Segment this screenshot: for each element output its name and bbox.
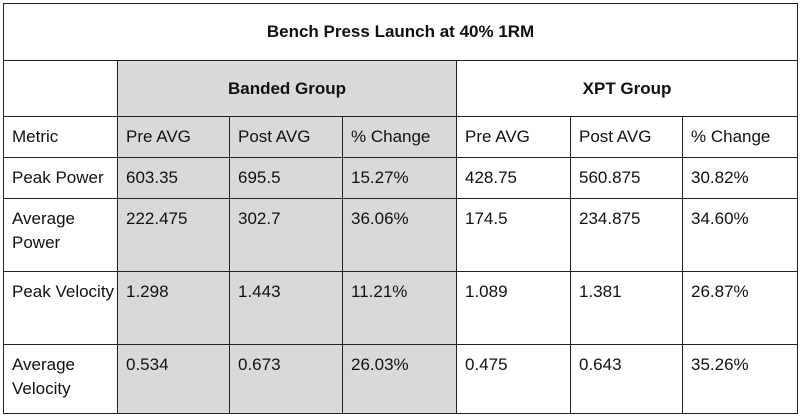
table-cell: 11.21% bbox=[342, 271, 457, 345]
table-row: Peak Velocity 1.298 1.443 11.21% 1.089 1… bbox=[3, 271, 799, 345]
column-header: Post AVG bbox=[570, 116, 683, 158]
column-header: % Change bbox=[681, 116, 799, 158]
table-cell: 15.27% bbox=[342, 157, 457, 199]
table-cell: 603.35 bbox=[117, 157, 230, 199]
table-container: Bench Press Launch at 40% 1RM Banded Gro… bbox=[2, 3, 799, 414]
table-cell: 560.875 bbox=[570, 157, 683, 199]
table-cell: 36.06% bbox=[342, 198, 457, 272]
row-label: Average Power bbox=[3, 198, 118, 272]
column-header: % Change bbox=[342, 116, 457, 158]
table-cell: 26.87% bbox=[681, 271, 799, 345]
table-cell: 35.26% bbox=[681, 344, 799, 414]
column-header: Metric bbox=[3, 116, 118, 158]
group-header-banded: Banded Group bbox=[117, 60, 457, 117]
table-cell: 1.089 bbox=[456, 271, 571, 345]
table-cell: 0.673 bbox=[229, 344, 343, 414]
row-label: Average Velocity bbox=[3, 344, 118, 414]
table-cell: 1.298 bbox=[117, 271, 230, 345]
table-cell: 1.443 bbox=[229, 271, 343, 345]
table-cell: 695.5 bbox=[229, 157, 343, 199]
table-cell: 0.643 bbox=[570, 344, 683, 414]
table-cell: 0.534 bbox=[117, 344, 230, 414]
table-cell: 234.875 bbox=[570, 198, 683, 272]
group-header-xpt: XPT Group bbox=[455, 60, 799, 117]
row-label: Peak Power bbox=[3, 157, 118, 199]
column-header: Post AVG bbox=[229, 116, 343, 158]
table-cell: 26.03% bbox=[342, 344, 457, 414]
results-table: Bench Press Launch at 40% 1RM Banded Gro… bbox=[2, 3, 799, 414]
table-title: Bench Press Launch at 40% 1RM bbox=[2, 3, 799, 61]
table-cell: 0.475 bbox=[456, 344, 571, 414]
column-header: Pre AVG bbox=[117, 116, 230, 158]
table-row: Average Power 222.475 302.7 36.06% 174.5… bbox=[3, 198, 799, 272]
row-label: Peak Velocity bbox=[3, 271, 118, 345]
empty-corner-cell bbox=[3, 60, 118, 117]
table-row: Average Velocity 0.534 0.673 26.03% 0.47… bbox=[3, 344, 799, 414]
table-cell: 1.381 bbox=[570, 271, 683, 345]
table-row: Peak Power 603.35 695.5 15.27% 428.75 56… bbox=[3, 157, 799, 199]
table-cell: 428.75 bbox=[456, 157, 571, 199]
table-cell: 174.5 bbox=[456, 198, 571, 272]
table-cell: 30.82% bbox=[681, 157, 799, 199]
table-cell: 222.475 bbox=[117, 198, 230, 272]
table-cell: 302.7 bbox=[229, 198, 343, 272]
table-cell: 34.60% bbox=[681, 198, 799, 272]
column-header: Pre AVG bbox=[456, 116, 571, 158]
